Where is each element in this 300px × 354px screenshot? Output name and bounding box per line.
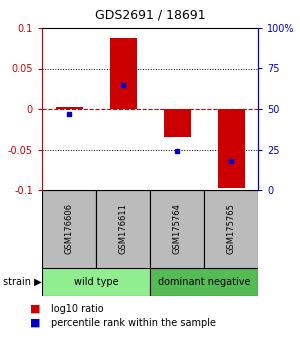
Text: GSM176611: GSM176611 xyxy=(118,204,127,255)
Text: GDS2691 / 18691: GDS2691 / 18691 xyxy=(95,8,205,22)
Text: strain ▶: strain ▶ xyxy=(3,277,42,287)
Text: log10 ratio: log10 ratio xyxy=(51,304,104,314)
Text: wild type: wild type xyxy=(74,277,118,287)
Bar xyxy=(42,268,150,296)
Text: GSM175764: GSM175764 xyxy=(172,204,182,255)
Bar xyxy=(150,268,258,296)
Bar xyxy=(218,109,244,188)
Text: GSM176606: GSM176606 xyxy=(64,204,74,255)
Bar xyxy=(164,109,190,137)
Text: percentile rank within the sample: percentile rank within the sample xyxy=(51,318,216,328)
Bar xyxy=(150,190,204,268)
Text: dominant negative: dominant negative xyxy=(158,277,250,287)
Bar xyxy=(204,190,258,268)
Bar xyxy=(42,190,96,268)
Text: ■: ■ xyxy=(30,318,40,328)
Bar xyxy=(110,38,136,109)
Text: GSM175765: GSM175765 xyxy=(226,204,236,255)
Bar xyxy=(56,107,82,109)
Text: ■: ■ xyxy=(30,304,40,314)
Bar xyxy=(96,190,150,268)
